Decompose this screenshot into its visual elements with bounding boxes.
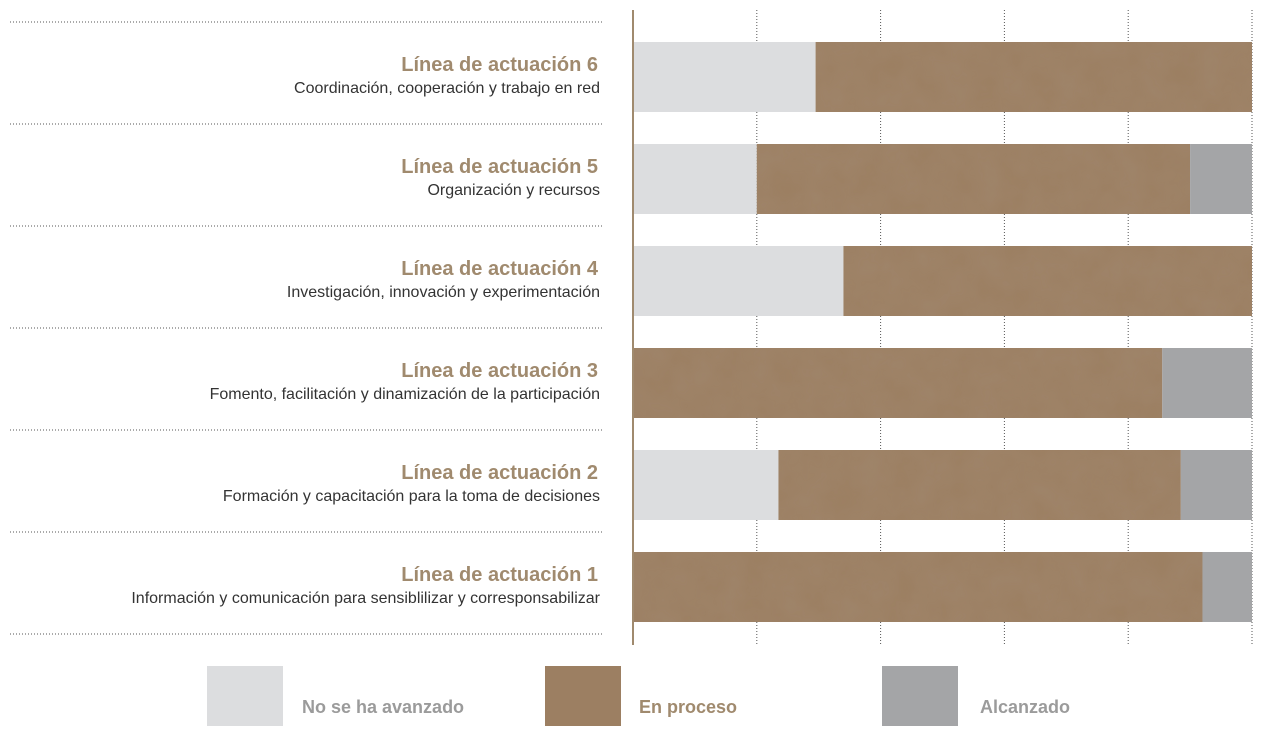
legend-swatch-en-proceso bbox=[545, 666, 621, 726]
bar-segment bbox=[1190, 144, 1252, 214]
category-subtitle: Coordinación, cooperación y trabajo en r… bbox=[294, 80, 600, 97]
bar-segment bbox=[1202, 552, 1252, 622]
bars bbox=[633, 42, 1252, 622]
chart: Línea de actuación 6 Coordinación, cooper… bbox=[10, 10, 1253, 645]
bar-segment bbox=[633, 450, 779, 520]
legend-label-no-avanzado: No se ha avanzado bbox=[302, 697, 465, 717]
category-title: Línea de actuación 6 bbox=[401, 54, 598, 76]
bar-segment bbox=[1180, 450, 1252, 520]
bar-segment bbox=[633, 246, 844, 316]
legend: No se ha avanzado En proceso Alcanzado bbox=[0, 666, 1277, 726]
category-title: Línea de actuación 5 bbox=[401, 156, 598, 178]
bar-segment bbox=[756, 144, 1191, 214]
legend-label-en-proceso: En proceso bbox=[639, 697, 738, 717]
category-title: Línea de actuación 3 bbox=[401, 360, 598, 382]
category-title: Línea de actuación 1 bbox=[401, 564, 598, 586]
gridlines bbox=[756, 10, 1253, 645]
legend-swatch-no-avanzado bbox=[207, 666, 283, 726]
category-title: Línea de actuación 2 bbox=[401, 462, 598, 484]
bar-segment bbox=[815, 42, 1252, 112]
category-subtitle: Organización y recursos bbox=[427, 182, 600, 199]
bar-segment bbox=[633, 42, 816, 112]
bar-segment bbox=[633, 348, 1163, 418]
category-subtitle: Investigación, innovación y experimentac… bbox=[287, 284, 600, 301]
category-subtitle: Información y comunicación para sensibli… bbox=[131, 590, 600, 607]
category-subtitle: Fomento, facilitación y dinamización de … bbox=[210, 386, 600, 403]
category-subtitle: Formación y capacitación para la toma de… bbox=[223, 488, 600, 505]
legend-label-alcanzado: Alcanzado bbox=[980, 697, 1071, 717]
legend-swatch-alcanzado bbox=[882, 666, 958, 726]
row-separators bbox=[10, 21, 603, 635]
bar-segment bbox=[843, 246, 1252, 316]
category-title: Línea de actuación 4 bbox=[401, 258, 599, 280]
category-labels: Línea de actuación 6 Coordinación, cooper… bbox=[131, 54, 600, 607]
bar-segment bbox=[633, 144, 757, 214]
bar-segment bbox=[633, 552, 1203, 622]
bar-segment bbox=[778, 450, 1181, 520]
bar-segment bbox=[1162, 348, 1252, 418]
